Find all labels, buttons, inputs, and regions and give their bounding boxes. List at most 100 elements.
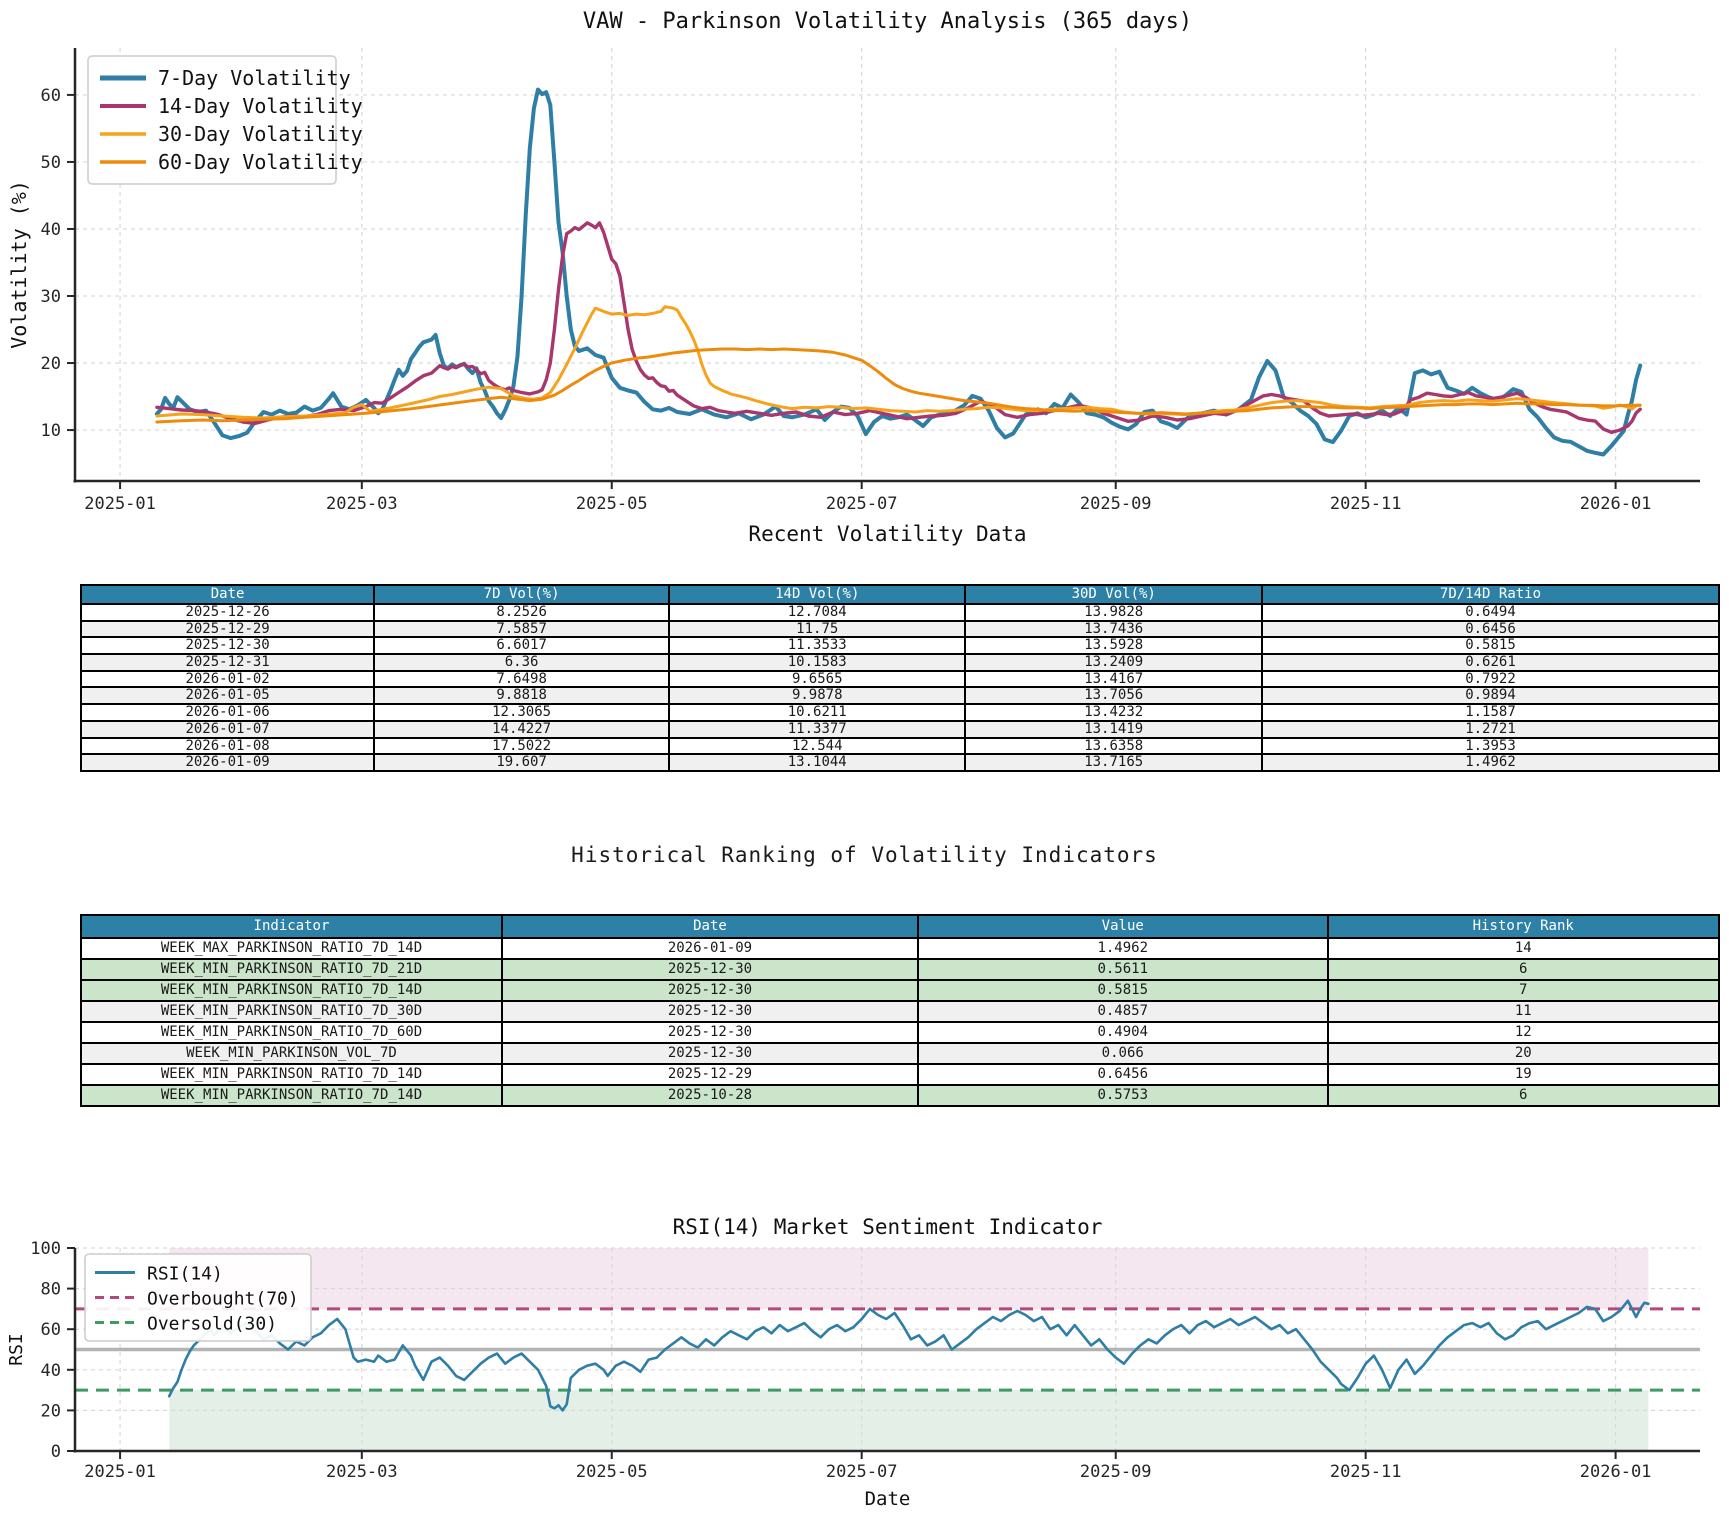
table-cell: 13.5928 [964,636,1263,656]
chart-title: RSI(14) Market Sentiment Indicator [673,1215,1103,1239]
table-row: WEEK_MAX_PARKINSON_RATIO_7D_14D 2026-01-0… [80,937,1720,960]
y-tick-label: 100 [30,1239,61,1259]
table-row: 2026-01-07 14.4227 11.3377 13.1419 1.2721 [79,719,1721,739]
x-tick-label: 2025-07 [826,494,898,514]
table-cell: 6 [1326,1084,1720,1107]
table-cell: 0.5611 [917,958,1329,981]
table-cell: 14 [1326,937,1720,960]
table-cell: 0.6456 [917,1063,1329,1086]
y-tick-label: 30 [41,287,61,307]
legend-label: 14-Day Volatility [158,94,363,118]
table-cell: 0.9894 [1260,686,1721,706]
legend-label: 7-Day Volatility [158,66,351,90]
rsi-chart: 2025-01 2025-03 2025-05 2025-07 2025-09 2025-… [6,1215,1700,1510]
table-row: 2026-01-02 7.6498 9.6565 13.4167 0.7922 [79,669,1721,689]
table-row: 2025-12-31 6.36 10.1583 13.2409 0.6261 [79,653,1721,672]
table-cell: 13.7165 [964,753,1263,772]
table-cell: 17.5022 [373,736,671,756]
table-cell: 9.8818 [373,686,671,706]
y-tick-label: 80 [41,1280,61,1300]
legend-box [87,55,337,185]
table-cell: 0.7922 [1260,669,1721,689]
table-cell: 12.3065 [373,703,671,722]
column-header: Date [500,914,920,939]
table-cell: 6 [1326,958,1720,981]
table-cell: 9.6565 [668,669,967,689]
legend-label: 30-Day Volatility [158,122,363,146]
y-tick-label: 60 [41,86,61,106]
table-cell: 11.75 [668,619,967,639]
x-tick-label: 2025-01 [84,494,156,514]
series-line [155,347,1642,424]
y-tick-label: 20 [41,1401,61,1421]
table-cell: WEEK_MIN_PARKINSON_RATIO_7D_14D [80,979,503,1002]
table-row: 2025-12-26 8.2526 12.7084 13.9828 0.6494 [79,603,1721,622]
table-cell: 11.3533 [668,636,967,656]
table-cell: 2025-12-30 [500,1000,920,1023]
column-header: Indicator [80,914,503,939]
table-cell: 19 [1326,1063,1720,1086]
threshold-band [169,1390,1649,1451]
y-axis-label: Volatility (%) [7,180,31,349]
x-tick-label: 2025-09 [1080,494,1152,514]
legend-label: Oversold(30) [147,1314,277,1335]
x-tick-label: 2026-01 [1580,1462,1652,1482]
table-cell: WEEK_MIN_PARKINSON_VOL_7D [80,1042,503,1065]
x-tick-label: 2025-03 [326,1462,398,1482]
table-cell: 6.36 [373,653,671,672]
x-tick-label: 2025-05 [576,494,648,514]
table-cell: 2025-12-31 [79,653,376,672]
table-cell: 2025-12-29 [500,1063,920,1086]
table-cell: WEEK_MAX_PARKINSON_RATIO_7D_14D [80,937,503,960]
table-cell: 2025-12-30 [500,958,920,981]
ranking-table: Indicator Date Value History Rank WEEK_MAX_P… [80,914,1720,1107]
x-tick-label: 2025-05 [576,1462,648,1482]
table-cell: 2025-12-30 [500,979,920,1002]
table-row: 2025-12-29 7.5857 11.75 13.7436 0.6456 [79,619,1721,639]
x-tick-label: 2025-07 [826,1462,898,1482]
table-cell: 2025-12-30 [500,1021,920,1044]
table-cell: 13.7436 [964,619,1263,639]
table-cell: 10.6211 [668,703,967,722]
table-cell: 2025-12-30 [500,1042,920,1065]
column-header: 30D Vol(%) [964,584,1263,605]
table-cell: 20 [1326,1042,1720,1065]
table-cell: 13.6358 [964,736,1263,756]
table-row: WEEK_MIN_PARKINSON_VOL_7D 2025-12-30 0.066… [80,1042,1720,1065]
table-cell: 13.7056 [964,686,1263,706]
series-line [167,1299,1650,1412]
table-cell: 12.7084 [668,603,967,622]
table-cell: 12.544 [668,736,967,756]
table-cell: 12 [1326,1021,1720,1044]
series-line [154,87,1643,457]
series-line [155,221,1642,434]
table-row: 2025-12-30 6.6017 11.3533 13.5928 0.5815 [79,636,1721,656]
table-row: WEEK_MIN_PARKINSON_RATIO_7D_30D 2025-12-3… [80,1000,1720,1023]
table-cell: 0.5815 [1260,636,1721,656]
table-cell: 0.066 [917,1042,1329,1065]
table-cell: 2025-12-29 [79,619,376,639]
table-cell: 7.6498 [373,669,671,689]
x-axis-label: Date [865,1488,911,1510]
table-cell: 0.5753 [917,1084,1329,1107]
x-tick-label: 2026-01 [1580,494,1652,514]
table-row: 2026-01-09 19.607 13.1044 13.7165 1.4962 [79,753,1721,772]
y-axis-label: RSI [6,1333,27,1366]
table-row: 2026-01-08 17.5022 12.544 13.6358 1.3953 [79,736,1721,756]
table-cell: 13.4167 [964,669,1263,689]
table-row: WEEK_MIN_PARKINSON_RATIO_7D_21D 2025-12-3… [80,958,1720,981]
y-tick-label: 40 [41,1361,61,1381]
column-header: 14D Vol(%) [668,584,967,605]
legend-label: RSI(14) [147,1264,223,1285]
table-cell: 2026-01-05 [79,686,376,706]
table-header-row: Indicator Date Value History Rank [80,914,1720,939]
table-cell: 2025-12-30 [79,636,376,656]
y-tick-label: 20 [41,354,61,374]
table-cell: 0.6261 [1260,653,1721,672]
column-header: 7D Vol(%) [373,584,671,605]
column-header: History Rank [1326,914,1720,939]
table-cell: 19.607 [373,753,671,772]
table-cell: 0.6456 [1260,619,1721,639]
table-cell: 2026-01-06 [79,703,376,722]
